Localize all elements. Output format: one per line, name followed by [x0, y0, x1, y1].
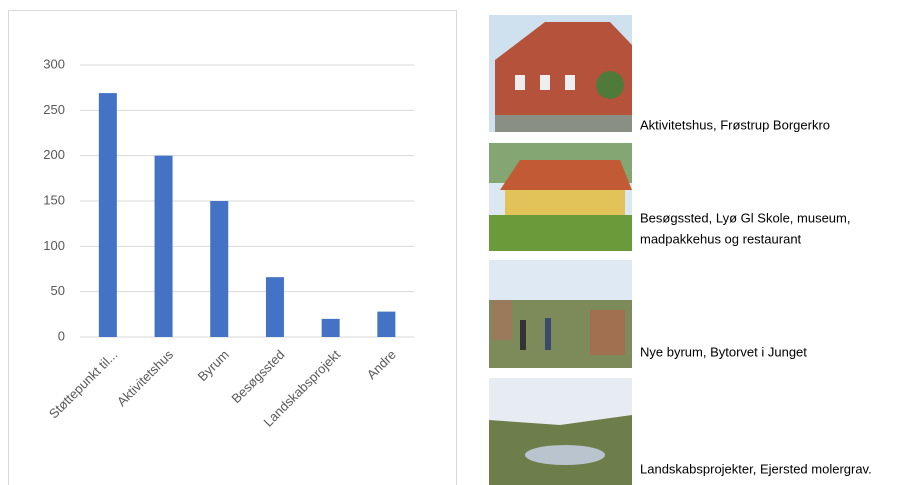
photos — [489, 15, 632, 485]
bar — [265, 277, 284, 337]
photo-caption: Landskabsprojekter, Ejersted molergrav. — [640, 461, 872, 476]
photo-2 — [489, 143, 632, 251]
chart-frame — [8, 10, 457, 485]
y-tick-label: 0 — [58, 328, 65, 343]
bar — [321, 318, 340, 337]
bar — [377, 311, 396, 337]
photo-1 — [489, 15, 632, 132]
bar — [154, 155, 173, 337]
photo-4 — [489, 378, 632, 485]
photo-caption: Nye byrum, Bytorvet i Junget — [640, 344, 807, 359]
photo-caption: Aktivitetshus, Frøstrup Borgerkro — [640, 117, 830, 132]
y-tick-label: 250 — [43, 102, 65, 117]
bar — [210, 201, 229, 337]
y-tick-label: 300 — [43, 56, 65, 71]
photo-3 — [489, 260, 632, 368]
photo-caption: madpakkehus og restaurant — [640, 231, 802, 246]
y-tick-label: 50 — [51, 283, 65, 298]
photo-caption: Besøgssted, Lyø Gl Skole, museum, — [640, 210, 850, 225]
bar — [98, 93, 117, 338]
y-tick-label: 150 — [43, 192, 65, 207]
y-tick-label: 200 — [43, 147, 65, 162]
y-tick-label: 100 — [43, 238, 65, 253]
